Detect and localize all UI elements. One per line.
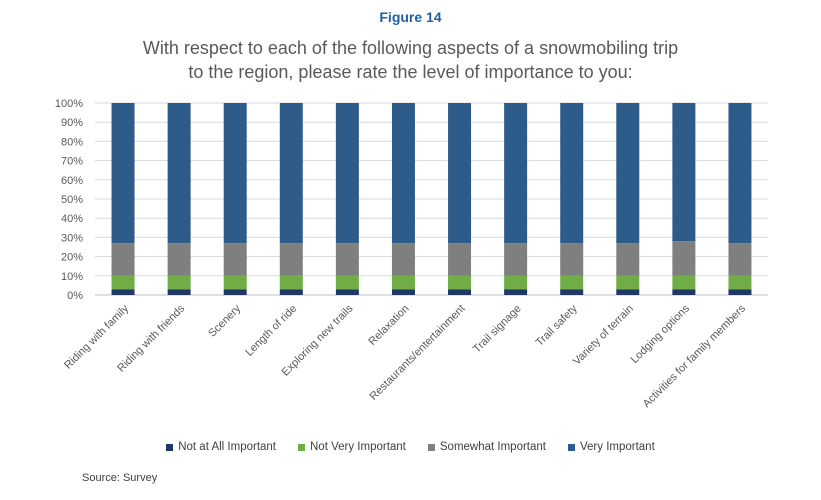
bar-segment [448, 275, 472, 290]
bar-segment [223, 103, 247, 244]
bar-segment [728, 275, 752, 290]
y-tick-label: 70% [61, 156, 83, 168]
x-tick-label: Activities for family members [641, 302, 749, 410]
y-tick-label: 0% [67, 290, 83, 302]
bar-segment [560, 275, 584, 290]
bar-segment [111, 289, 135, 295]
bar-segment [391, 243, 415, 276]
y-tick-label: 40% [61, 213, 83, 225]
bar-segment [672, 289, 696, 295]
bar-segment [448, 243, 472, 276]
bar-segment [279, 275, 303, 290]
bar-segment [616, 103, 640, 244]
y-tick-label: 30% [61, 232, 83, 244]
bar-segment [167, 289, 191, 295]
stacked-bar-chart: 0% 10% 20% 30% 40% 50% 60% 70% 80% 90% 100% Riding… [55, 98, 768, 410]
bar-segment [335, 103, 359, 244]
bar-segment [111, 275, 135, 290]
bar-segment [448, 289, 472, 295]
bar-segment [672, 275, 696, 290]
bar-segment [616, 243, 640, 276]
bar-segment [504, 275, 528, 290]
y-tick-label: 20% [61, 252, 83, 264]
bar-segment [672, 241, 696, 276]
x-tick-label: Variety of terrain [571, 303, 636, 368]
bar-segment [616, 289, 640, 295]
bar-segment [728, 103, 752, 244]
bar-segment [335, 289, 359, 295]
x-tick-label: Scenery [206, 302, 243, 339]
bar-segment [279, 289, 303, 295]
y-tick-label: 90% [61, 117, 83, 129]
legend-item-not-at-all-important: Not at All Important [166, 441, 276, 453]
y-tick-label: 80% [61, 136, 83, 148]
x-tick-label: Relaxation [366, 303, 411, 348]
bar-segment [448, 103, 472, 244]
x-tick-label: Restaurants/entertainment [368, 303, 468, 403]
bar-segment [279, 103, 303, 244]
bar-segment [335, 275, 359, 290]
legend-item-very-important: Very Important [567, 441, 655, 453]
chart-title-line-2: to the region, please rate the level of … [188, 62, 633, 82]
legend-swatch [298, 443, 305, 451]
bar-segment [504, 289, 528, 295]
grid-lines [95, 102, 768, 296]
bar-segment [616, 275, 640, 290]
x-tick-label: Length of ride [243, 303, 299, 359]
bar-segment [111, 243, 135, 276]
bar-segment [391, 103, 415, 244]
legend-item-somewhat-important: Somewhat Important [427, 441, 546, 453]
bar-segment [504, 103, 528, 244]
chart-legend: Not at All Important Not Very Important … [0, 441, 821, 453]
chart-title: With respect to each of the following as… [80, 36, 741, 84]
bar-segment [728, 289, 752, 295]
bar-segment [728, 243, 752, 276]
bar-segment [560, 289, 584, 295]
legend-label: Somewhat Important [439, 441, 546, 453]
bar-segment [560, 243, 584, 276]
bar-segment [223, 275, 247, 290]
figure-label: Figure 14 [379, 9, 442, 25]
bar-segment [167, 103, 191, 244]
legend-item-not-very-important: Not Very Important [298, 441, 406, 453]
bar-segment [279, 243, 303, 276]
source-note: Source: Survey [82, 472, 158, 484]
bar-segment [391, 289, 415, 295]
y-tick-label: 10% [61, 271, 83, 283]
legend-label: Not Very Important [310, 441, 406, 453]
bar-segment [167, 243, 191, 276]
y-tick-label: 60% [61, 175, 83, 187]
bar-segment [391, 275, 415, 290]
bar-segment [672, 103, 696, 242]
x-tick-label: Trail signage [471, 303, 524, 356]
x-tick-label: Trail safety [534, 302, 581, 349]
legend-label: Very Important [579, 441, 655, 453]
chart-title-line-1: With respect to each of the following as… [142, 38, 679, 58]
y-tick-label: 100% [55, 98, 83, 110]
bar-segment [167, 275, 191, 290]
bar-segment [560, 103, 584, 244]
legend-swatch [166, 443, 174, 451]
legend-swatch [427, 443, 435, 451]
legend-swatch [567, 443, 575, 451]
bar-segment [223, 289, 247, 295]
bar-segment [111, 103, 135, 244]
bar-segment [335, 243, 359, 276]
y-tick-label: 50% [61, 194, 83, 206]
bar-segment [504, 243, 528, 276]
legend-label: Not at All Important [178, 441, 276, 453]
bar-segment [223, 243, 247, 276]
y-axis-tick-labels: 0% 10% 20% 30% 40% 50% 60% 70% 80% 90% 100% [55, 98, 83, 302]
x-tick-label: Lodging options [629, 302, 693, 366]
bars [111, 103, 752, 295]
